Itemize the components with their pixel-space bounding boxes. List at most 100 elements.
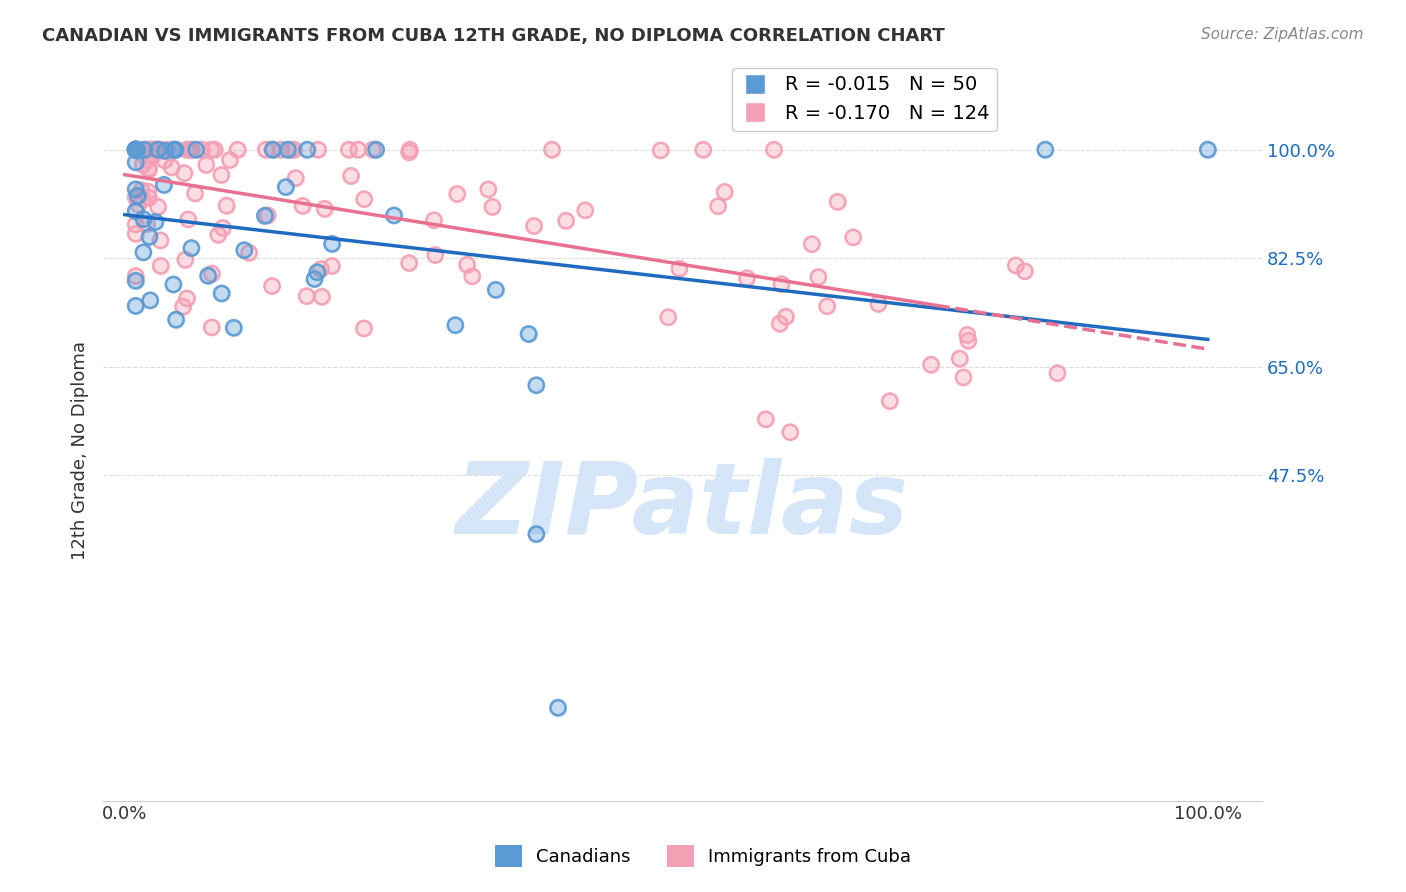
Point — [163, 143, 186, 157]
Point — [321, 236, 343, 251]
Point — [311, 290, 333, 304]
Point — [201, 267, 224, 281]
Point — [181, 143, 204, 157]
Point — [146, 200, 169, 214]
Point — [153, 144, 176, 158]
Point — [124, 155, 146, 169]
Point — [398, 256, 420, 270]
Point — [800, 237, 823, 252]
Point — [226, 143, 249, 157]
Point — [174, 252, 197, 267]
Point — [755, 412, 778, 426]
Point — [180, 241, 202, 255]
Point — [274, 180, 297, 194]
Point — [762, 143, 785, 157]
Point — [165, 143, 187, 157]
Point — [124, 218, 146, 232]
Point — [145, 143, 167, 157]
Point — [304, 272, 326, 286]
Point — [1046, 366, 1069, 380]
Point — [184, 143, 207, 157]
Point — [131, 183, 153, 197]
Point — [131, 183, 153, 197]
Point — [153, 144, 176, 158]
Point — [153, 144, 176, 158]
Point — [176, 143, 198, 157]
Point — [125, 143, 148, 157]
Point — [461, 269, 484, 284]
Point — [124, 143, 146, 157]
Point — [337, 143, 360, 157]
Point — [209, 168, 232, 182]
Point — [304, 272, 326, 286]
Point — [456, 258, 478, 272]
Point — [148, 143, 170, 157]
Point — [868, 297, 890, 311]
Legend: Canadians, Immigrants from Cuba: Canadians, Immigrants from Cuba — [488, 838, 918, 874]
Point — [195, 158, 218, 172]
Point — [815, 299, 838, 313]
Point — [138, 162, 160, 177]
Point — [124, 227, 146, 241]
Point — [156, 143, 179, 157]
Point — [827, 194, 849, 209]
Point — [127, 197, 149, 211]
Point — [142, 148, 165, 162]
Point — [162, 277, 184, 292]
Point — [523, 219, 546, 233]
Point — [523, 219, 546, 233]
Point — [769, 317, 792, 331]
Point — [307, 143, 329, 157]
Point — [124, 143, 146, 157]
Point — [125, 143, 148, 157]
Point — [517, 326, 540, 341]
Point — [163, 143, 186, 157]
Point — [148, 143, 170, 157]
Point — [1033, 143, 1056, 157]
Point — [340, 169, 363, 183]
Point — [291, 199, 314, 213]
Point — [153, 153, 176, 168]
Point — [555, 213, 578, 227]
Point — [541, 143, 564, 157]
Point — [353, 192, 375, 206]
Point — [254, 143, 277, 157]
Point — [184, 186, 207, 201]
Point — [270, 143, 292, 157]
Point — [361, 143, 384, 157]
Point — [219, 153, 242, 167]
Point — [291, 199, 314, 213]
Point — [136, 217, 159, 231]
Point — [920, 358, 942, 372]
Point — [956, 327, 979, 342]
Point — [124, 143, 146, 157]
Point — [260, 279, 283, 293]
Point — [277, 143, 299, 157]
Point — [735, 271, 758, 285]
Point — [138, 191, 160, 205]
Point — [398, 143, 420, 157]
Point — [337, 143, 360, 157]
Point — [524, 527, 547, 541]
Point — [1046, 366, 1069, 380]
Point — [297, 143, 319, 157]
Point — [657, 310, 679, 325]
Point — [191, 143, 214, 157]
Point — [307, 265, 329, 279]
Point — [952, 370, 974, 384]
Point — [321, 259, 343, 273]
Point — [770, 277, 793, 291]
Point — [124, 143, 146, 157]
Point — [181, 143, 204, 157]
Point — [707, 199, 730, 213]
Point — [124, 143, 146, 157]
Point — [204, 143, 226, 157]
Point — [425, 248, 447, 262]
Point — [800, 237, 823, 252]
Point — [124, 299, 146, 313]
Point — [481, 200, 503, 214]
Point — [153, 178, 176, 192]
Point — [125, 143, 148, 157]
Point — [136, 185, 159, 199]
Point — [1197, 143, 1219, 157]
